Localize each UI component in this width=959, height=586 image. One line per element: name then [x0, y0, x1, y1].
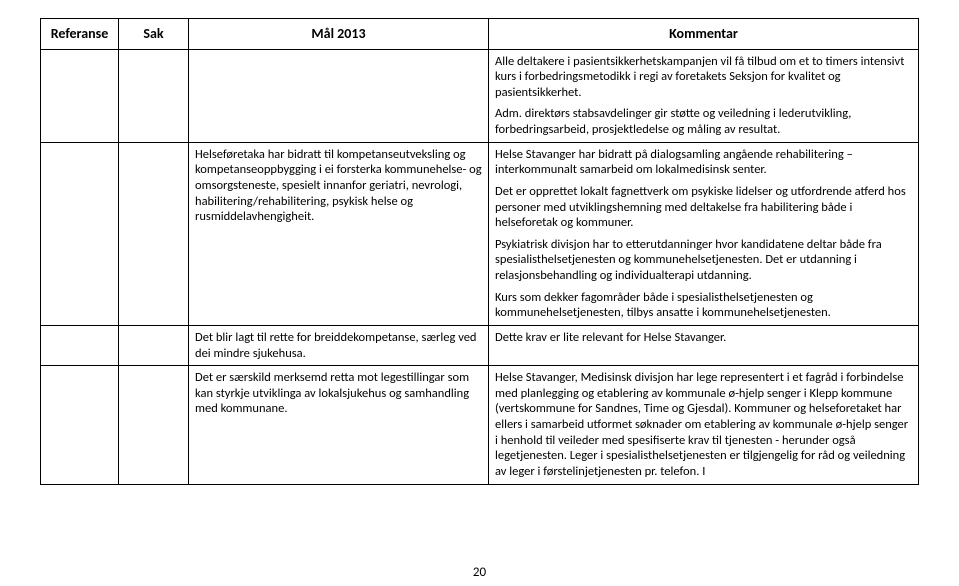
document-page: Referanse Sak Mål 2013 Kommentar Alle de…	[0, 0, 959, 586]
cell-sak	[119, 49, 189, 142]
paragraph: Det er opprettet lokalt fagnettverk om p…	[495, 184, 912, 231]
header-sak: Sak	[119, 19, 189, 50]
cell-sak	[119, 142, 189, 325]
paragraph: Kurs som dekker fagområder både i spesia…	[495, 290, 912, 321]
cell-mal: Helseføretaka har bidratt til kompetanse…	[189, 142, 489, 325]
header-kommentar: Kommentar	[489, 19, 919, 50]
cell-kommentar: Dette krav er lite relevant for Helse St…	[489, 325, 919, 365]
paragraph: Alle deltakere i pasientsikkerhetskampan…	[495, 54, 912, 101]
table-row: Det er særskild merksemd retta mot leges…	[41, 366, 919, 484]
cell-kommentar: Alle deltakere i pasientsikkerhetskampan…	[489, 49, 919, 142]
cell-kommentar: Helse Stavanger har bidratt på dialogsam…	[489, 142, 919, 325]
cell-mal: Det blir lagt til rette for breiddekompe…	[189, 325, 489, 365]
cell-referanse	[41, 49, 119, 142]
cell-referanse	[41, 142, 119, 325]
paragraph: Helse Stavanger har bidratt på dialogsam…	[495, 147, 912, 178]
data-table: Referanse Sak Mål 2013 Kommentar Alle de…	[40, 18, 919, 485]
table-row: Helseføretaka har bidratt til kompetanse…	[41, 142, 919, 325]
table-header-row: Referanse Sak Mål 2013 Kommentar	[41, 19, 919, 50]
cell-sak	[119, 325, 189, 365]
cell-kommentar: Helse Stavanger, Medisinsk divisjon har …	[489, 366, 919, 484]
paragraph: Adm. direktørs stabsavdelinger gir støtt…	[495, 106, 912, 137]
cell-mal	[189, 49, 489, 142]
paragraph: Psykiatrisk divisjon har to etterutdanni…	[495, 237, 912, 284]
cell-referanse	[41, 325, 119, 365]
table-row: Alle deltakere i pasientsikkerhetskampan…	[41, 49, 919, 142]
cell-referanse	[41, 366, 119, 484]
header-mal: Mål 2013	[189, 19, 489, 50]
header-referanse: Referanse	[41, 19, 119, 50]
table-row: Det blir lagt til rette for breiddekompe…	[41, 325, 919, 365]
page-number: 20	[473, 565, 486, 580]
cell-mal: Det er særskild merksemd retta mot leges…	[189, 366, 489, 484]
cell-sak	[119, 366, 189, 484]
